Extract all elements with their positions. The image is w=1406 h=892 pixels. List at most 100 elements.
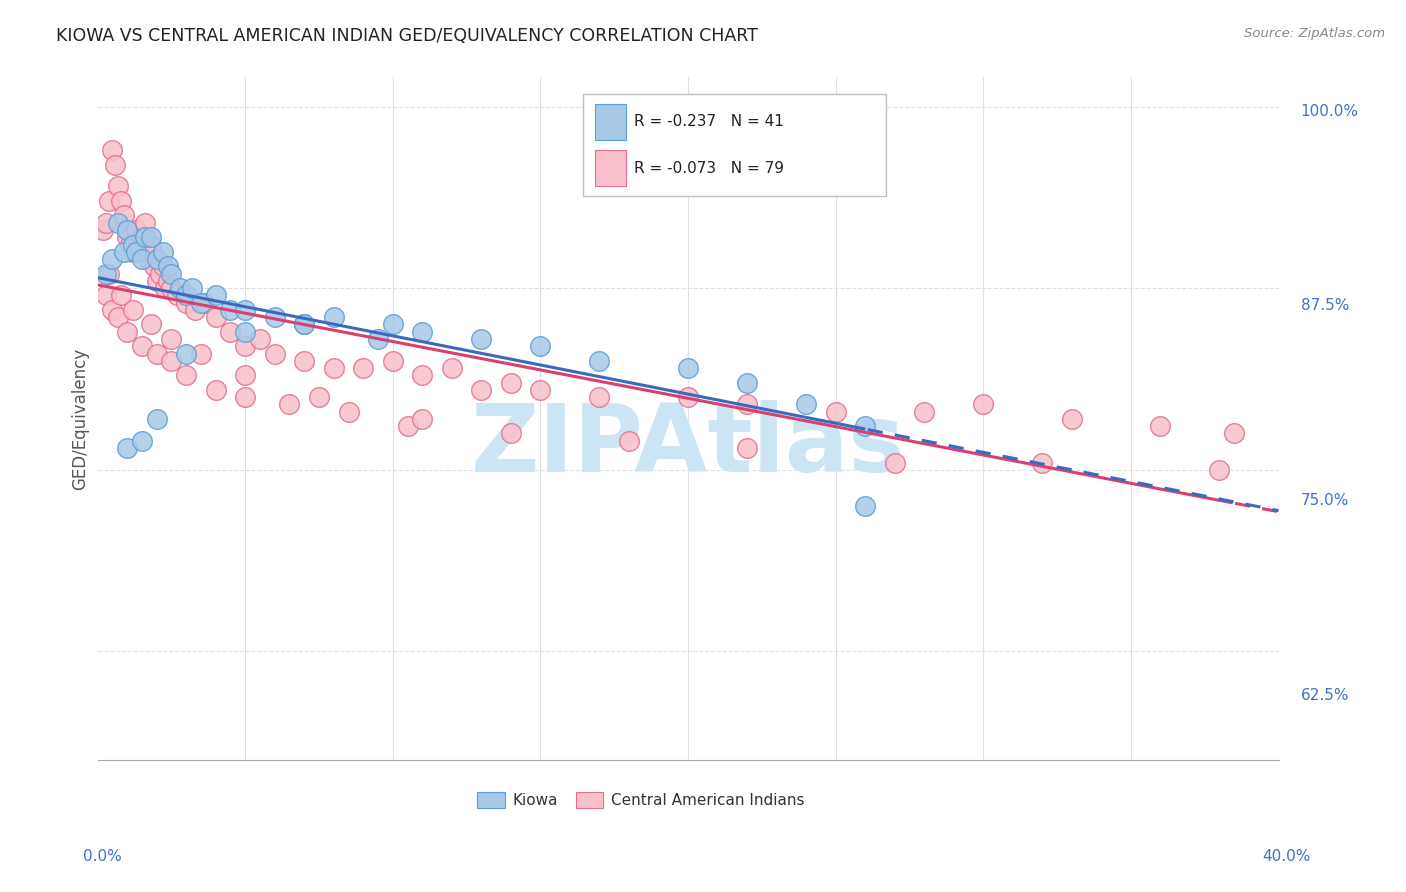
Point xyxy=(104,158,127,172)
Point xyxy=(160,267,183,281)
Point xyxy=(190,346,212,360)
Point xyxy=(128,244,150,259)
Point xyxy=(676,361,699,376)
Point xyxy=(204,383,226,397)
Point xyxy=(193,295,215,310)
Point xyxy=(134,216,156,230)
Point xyxy=(115,230,138,244)
Point xyxy=(204,310,226,325)
Point xyxy=(107,310,129,325)
Point xyxy=(107,216,129,230)
Text: 100.0%: 100.0% xyxy=(1301,103,1358,119)
Point xyxy=(219,302,242,317)
Point xyxy=(148,267,170,281)
Point xyxy=(499,426,522,441)
Point xyxy=(233,368,256,383)
Point xyxy=(529,383,551,397)
Point xyxy=(152,244,174,259)
Point xyxy=(139,230,162,244)
Point xyxy=(101,143,124,157)
Point xyxy=(160,353,183,368)
Legend: Kiowa, Central American Indians: Kiowa, Central American Indians xyxy=(471,786,811,814)
Point xyxy=(735,397,758,411)
Point xyxy=(219,325,242,339)
Point xyxy=(499,376,522,390)
Point xyxy=(411,412,433,426)
Point xyxy=(155,281,177,295)
Point xyxy=(529,339,551,353)
Point xyxy=(112,244,135,259)
Text: KIOWA VS CENTRAL AMERICAN INDIAN GED/EQUIVALENCY CORRELATION CHART: KIOWA VS CENTRAL AMERICAN INDIAN GED/EQU… xyxy=(56,27,758,45)
Point xyxy=(263,346,285,360)
Point xyxy=(190,295,212,310)
Point xyxy=(588,390,610,404)
Y-axis label: GED/Equivalency: GED/Equivalency xyxy=(72,348,89,490)
Point xyxy=(204,288,226,302)
Point xyxy=(322,361,344,376)
Point xyxy=(98,194,121,208)
Point xyxy=(883,456,905,470)
Text: R = -0.073   N = 79: R = -0.073 N = 79 xyxy=(634,161,785,176)
Point xyxy=(145,274,167,288)
Point xyxy=(174,368,197,383)
Point xyxy=(131,434,153,448)
Point xyxy=(152,260,174,274)
Point xyxy=(396,419,419,434)
Point xyxy=(145,252,167,266)
Point xyxy=(233,339,256,353)
Point xyxy=(101,302,124,317)
Point xyxy=(1031,456,1053,470)
Point xyxy=(122,244,145,259)
Point xyxy=(115,325,138,339)
Point xyxy=(233,325,256,339)
Point xyxy=(181,281,204,295)
Point xyxy=(322,310,344,325)
Text: 62.5%: 62.5% xyxy=(1301,688,1348,703)
Point xyxy=(139,318,162,332)
Point xyxy=(131,252,153,266)
Point xyxy=(1060,412,1083,426)
Point xyxy=(96,288,118,302)
Text: Source: ZipAtlas.com: Source: ZipAtlas.com xyxy=(1244,27,1385,40)
Point xyxy=(278,397,301,411)
Point xyxy=(184,302,207,317)
Text: 0.0%: 0.0% xyxy=(83,849,122,864)
Text: R = -0.237   N = 41: R = -0.237 N = 41 xyxy=(634,114,785,128)
Point xyxy=(145,346,167,360)
Point xyxy=(142,260,165,274)
Point xyxy=(411,368,433,383)
Point xyxy=(96,216,118,230)
Point xyxy=(139,237,162,252)
Point xyxy=(824,404,846,418)
Point xyxy=(136,252,159,266)
Text: ZIPAtlas: ZIPAtlas xyxy=(471,401,905,492)
Point xyxy=(367,332,389,346)
Point xyxy=(735,441,758,455)
Point xyxy=(118,237,141,252)
Point xyxy=(160,281,183,295)
Point xyxy=(249,332,271,346)
Point xyxy=(308,390,330,404)
Point xyxy=(853,499,876,513)
Point xyxy=(134,230,156,244)
Point xyxy=(169,281,191,295)
Point xyxy=(381,318,404,332)
Point xyxy=(1208,463,1230,477)
Point xyxy=(676,390,699,404)
Point xyxy=(352,361,374,376)
Point xyxy=(131,230,153,244)
Point xyxy=(157,260,180,274)
Text: 87.5%: 87.5% xyxy=(1301,299,1348,313)
Point xyxy=(794,397,817,411)
Point xyxy=(110,194,132,208)
Point xyxy=(160,332,183,346)
Point xyxy=(381,353,404,368)
Text: 40.0%: 40.0% xyxy=(1263,849,1310,864)
Point xyxy=(112,209,135,223)
Point xyxy=(174,295,197,310)
Point xyxy=(101,252,124,266)
Point xyxy=(470,383,492,397)
Point xyxy=(233,302,256,317)
Point xyxy=(292,353,315,368)
Point xyxy=(96,267,118,281)
